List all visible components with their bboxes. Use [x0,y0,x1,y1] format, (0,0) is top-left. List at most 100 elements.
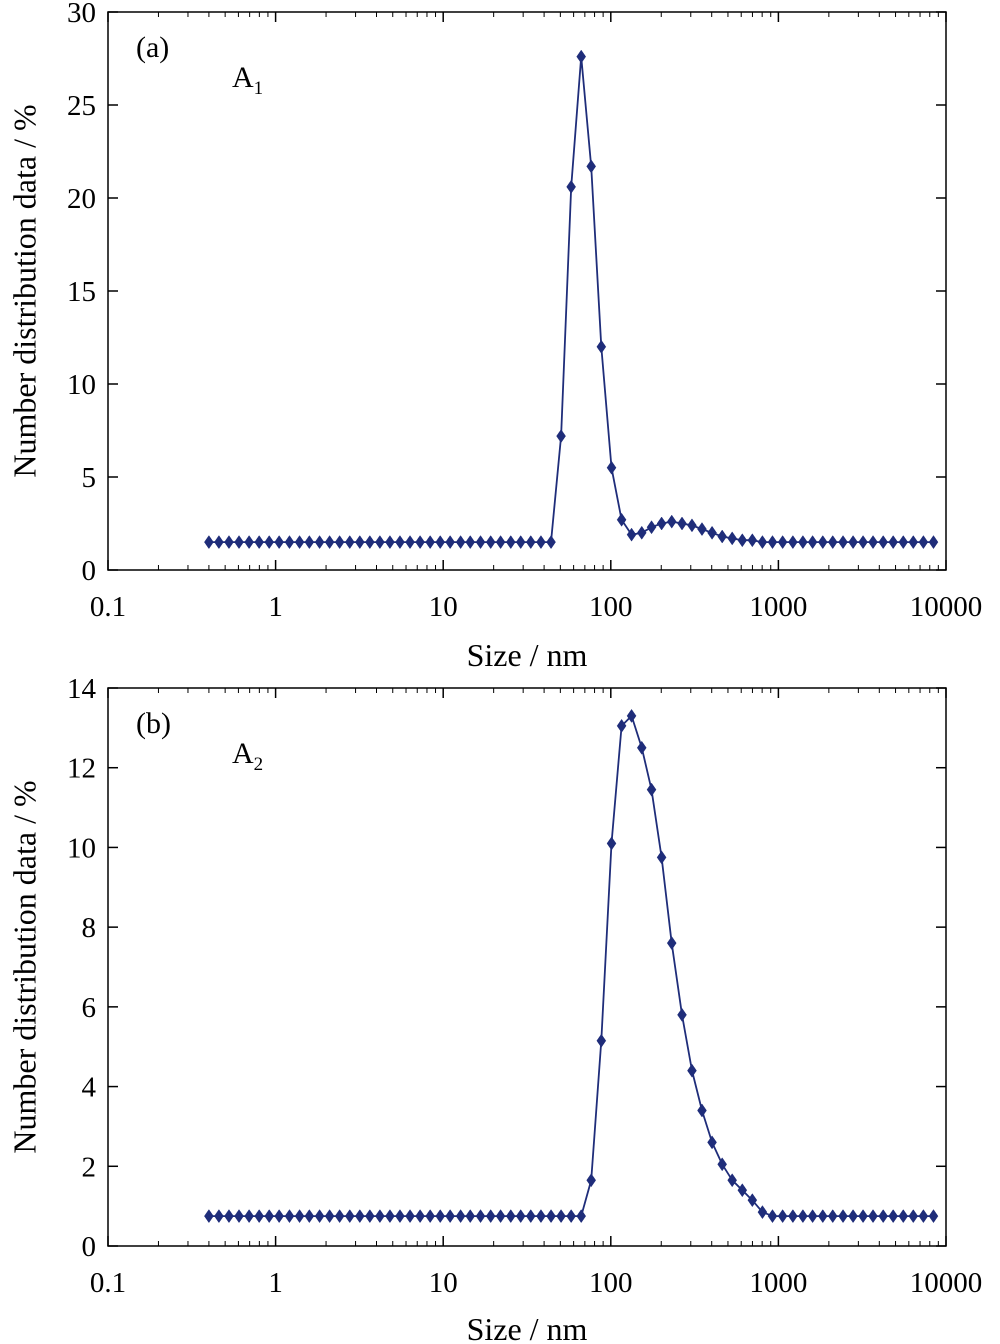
data-point [677,1007,687,1022]
data-point [234,535,244,550]
data-point [838,535,848,550]
data-point [727,531,737,546]
data-point [244,535,254,550]
data-point [858,535,868,550]
x-tick-label: 10000 [910,591,983,623]
data-point [274,535,284,550]
data-point [807,1209,818,1224]
data-point [707,1135,717,1150]
data-point [677,516,687,531]
data-point [626,527,637,542]
data-point [566,179,576,194]
data-point [798,1209,808,1224]
data-point [324,535,335,550]
data-point [334,535,345,550]
data-point [214,1209,224,1224]
data-point [556,1209,566,1224]
data-point [515,1209,526,1224]
data-point [385,535,395,550]
data-point [324,1209,335,1224]
data-point [515,535,526,550]
data-point [697,1103,707,1118]
sample-label-main: A [232,737,254,770]
data-point [445,1209,455,1224]
data-point [666,936,677,951]
data-point [606,460,617,475]
x-axis-title: Size / nm [467,637,588,673]
data-point [405,535,415,550]
data-point [636,525,647,540]
data-point [385,1209,395,1224]
y-tick-label: 6 [82,992,97,1024]
data-point [777,1209,788,1224]
data-point [798,535,808,550]
data-point [878,1209,889,1224]
data-point [485,1209,496,1224]
data-point [606,836,617,851]
series-line [208,715,934,1217]
data-point [596,339,607,354]
y-tick-label: 30 [67,0,96,29]
data-point [697,522,707,537]
y-tick-label: 2 [82,1151,97,1183]
x-tick-label: 100 [589,1267,633,1299]
data-point [707,525,717,540]
data-point [455,1209,466,1224]
data-point [244,1209,254,1224]
data-point [817,1209,828,1224]
data-point [465,1209,476,1224]
series-line [208,55,934,543]
data-point [294,1209,305,1224]
data-point [827,1209,838,1224]
data-point [455,535,466,550]
y-tick-label: 0 [82,1231,97,1263]
data-point [556,429,566,444]
data-point [536,535,546,550]
data-point [566,1209,576,1224]
data-point [918,535,929,550]
data-point [848,1209,858,1224]
data-point [234,1209,244,1224]
y-tick-label: 10 [67,369,96,401]
x-tick-label: 10 [429,591,458,623]
data-point [767,535,778,550]
data-point [355,1209,365,1224]
data-point [546,1209,556,1224]
data-point [656,850,667,865]
data-point [646,520,657,535]
data-point [214,535,224,550]
data-point [415,1209,425,1224]
data-point [687,1063,697,1078]
data-point [475,1209,486,1224]
data-point [908,1209,919,1224]
data-point [525,1209,536,1224]
data-point [505,1209,516,1224]
plot-frame [107,687,947,1247]
x-axis-title: Size / nm [467,1311,588,1344]
y-axis-title: Number distribution data / % [6,104,42,477]
data-point [395,1209,405,1224]
sample-label: A2 [232,737,263,775]
data-point [224,535,234,550]
data-point [204,1209,214,1224]
panel-label: (a) [136,31,169,64]
data-point [636,740,647,755]
data-point [898,1209,909,1224]
data-point [365,1209,375,1224]
data-point [304,535,315,550]
data-point [757,1205,768,1220]
data-point [495,1209,506,1224]
data-point [304,1209,315,1224]
data-point [405,1209,415,1224]
y-tick-label: 8 [82,912,97,944]
data-point [928,535,939,550]
data-point [727,1173,737,1188]
data-point [284,535,295,550]
data-point [576,49,587,64]
x-tick-label: 1 [268,591,283,623]
data-point [264,1209,275,1224]
y-tick-label: 12 [67,753,96,785]
sample-label-subscript: 2 [254,754,264,775]
data-point [747,533,758,548]
y-axis-title: Number distribution data / % [6,780,42,1153]
